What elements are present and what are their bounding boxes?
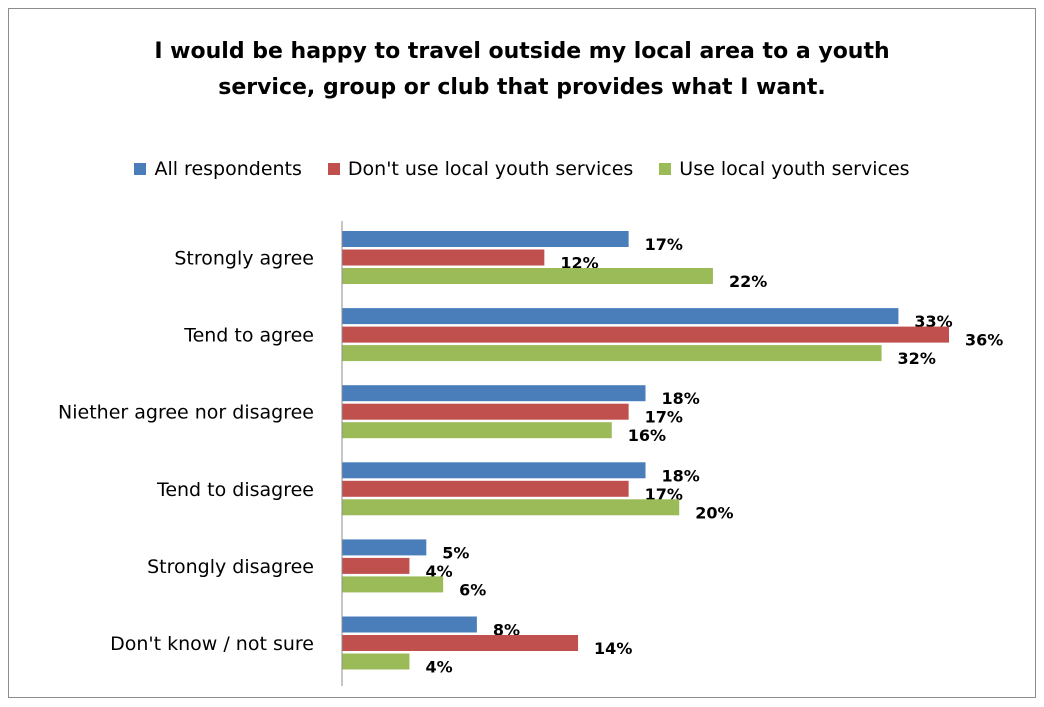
category-label-strongly-agree: Strongly agree [174, 248, 314, 270]
data-label-don-t-know-not-sure-use-local-youth-services: 4% [425, 658, 452, 677]
bar-tend-to-agree-don-t-use-local-youth-services [342, 326, 949, 343]
data-label-don-t-know-not-sure-don-t-use-local-youth-services: 14% [594, 639, 632, 658]
data-label-tend-to-disagree-don-t-use-local-youth-services: 17% [645, 485, 683, 504]
chart-title-line-1: I would be happy to travel outside my lo… [154, 39, 890, 64]
data-label-tend-to-disagree-use-local-youth-services: 20% [695, 503, 733, 522]
data-label-tend-to-agree-don-t-use-local-youth-services: 36% [965, 331, 1003, 350]
data-label-strongly-agree-use-local-youth-services: 22% [729, 272, 767, 291]
data-label-strongly-agree-all-respondents: 17% [645, 235, 683, 254]
bar-niether-agree-nor-disagree-all-respondents [342, 385, 646, 402]
data-label-strongly-disagree-all-respondents: 5% [442, 543, 469, 562]
legend-item-dont-use: Don't use local youth services [327, 158, 634, 180]
bar-don-t-know-not-sure-use-local-youth-services [342, 653, 410, 670]
bar-strongly-disagree-don-t-use-local-youth-services [342, 557, 410, 574]
bar-tend-to-disagree-all-respondents [342, 462, 646, 479]
legend-label-dont-use: Don't use local youth services [347, 158, 634, 180]
category-label-tend-to-agree: Tend to agree [183, 325, 314, 347]
data-label-strongly-disagree-don-t-use-local-youth-services: 4% [425, 562, 452, 581]
bar-niether-agree-nor-disagree-don-t-use-local-youth-services [342, 403, 629, 420]
legend-swatch-all-respondents [134, 163, 147, 175]
chart-title-line-2: service, group or club that provides wha… [218, 75, 826, 100]
bar-strongly-disagree-all-respondents [342, 539, 427, 556]
data-label-strongly-disagree-use-local-youth-services: 6% [459, 580, 486, 599]
data-label-tend-to-agree-use-local-youth-services: 32% [898, 349, 936, 368]
bar-tend-to-agree-all-respondents [342, 308, 899, 325]
category-label-tend-to-disagree: Tend to disagree [156, 479, 314, 501]
data-label-strongly-agree-don-t-use-local-youth-services: 12% [560, 254, 598, 273]
legend-swatch-use [659, 163, 672, 175]
data-label-don-t-know-not-sure-all-respondents: 8% [493, 621, 520, 640]
category-label-niether-agree-nor-disagree: Niether agree nor disagree [58, 402, 314, 424]
bar-tend-to-disagree-don-t-use-local-youth-services [342, 480, 629, 497]
data-label-niether-agree-nor-disagree-use-local-youth-services: 16% [628, 426, 666, 445]
chart-title: I would be happy to travel outside my lo… [0, 34, 1044, 106]
legend: All respondents Don't use local youth se… [0, 154, 1044, 184]
bar-strongly-disagree-use-local-youth-services [342, 576, 444, 593]
bar-strongly-agree-all-respondents [342, 231, 629, 247]
bar-tend-to-agree-use-local-youth-services [342, 345, 882, 362]
legend-item-all-respondents: All respondents [134, 158, 302, 180]
legend-label-all-respondents: All respondents [154, 158, 302, 180]
category-label-don-t-know-not-sure: Don't know / not sure [110, 633, 314, 655]
bar-don-t-know-not-sure-don-t-use-local-youth-services [342, 635, 579, 651]
bar-tend-to-disagree-use-local-youth-services [342, 499, 680, 516]
legend-swatch-dont-use [327, 163, 340, 175]
data-label-niether-agree-nor-disagree-all-respondents: 18% [662, 389, 700, 408]
data-label-niether-agree-nor-disagree-don-t-use-local-youth-services: 17% [645, 408, 683, 427]
category-label-strongly-disagree: Strongly disagree [147, 556, 314, 578]
bar-strongly-agree-use-local-youth-services [342, 268, 713, 284]
bar-strongly-agree-don-t-use-local-youth-services [342, 249, 545, 266]
data-label-tend-to-disagree-all-respondents: 18% [662, 466, 700, 485]
legend-label-use: Use local youth services [679, 158, 910, 180]
data-label-tend-to-agree-all-respondents: 33% [914, 312, 952, 331]
legend-item-use: Use local youth services [659, 158, 910, 180]
bar-don-t-know-not-sure-all-respondents [342, 616, 477, 633]
bar-niether-agree-nor-disagree-use-local-youth-services [342, 422, 612, 439]
